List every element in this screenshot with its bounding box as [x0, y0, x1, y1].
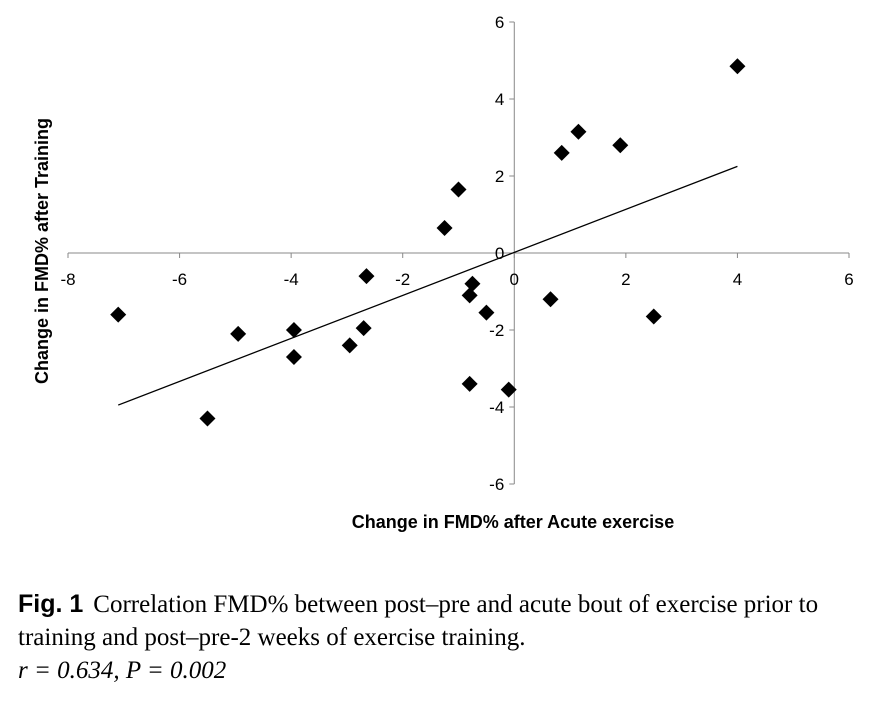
- data-point: [341, 337, 358, 354]
- caption-stats: r = 0.634, P = 0.002: [18, 657, 227, 684]
- y-axis-label: Change in FMD% after Training: [32, 118, 52, 384]
- x-tick-label: -4: [284, 270, 299, 289]
- data-point: [612, 137, 629, 154]
- data-point: [230, 325, 247, 342]
- figure-label: Fig. 1: [18, 590, 84, 618]
- data-point: [436, 219, 453, 236]
- data-point: [553, 144, 570, 161]
- x-tick-label: 4: [733, 270, 742, 289]
- data-point: [461, 287, 478, 304]
- trendline-group: [117, 165, 738, 406]
- data-point: [464, 275, 481, 292]
- y-tick-label: -4: [489, 398, 504, 417]
- x-tick-label: -6: [172, 270, 187, 289]
- data-point: [461, 375, 478, 392]
- data-point: [500, 381, 517, 398]
- x-tick-label: -2: [395, 270, 410, 289]
- data-point: [285, 348, 302, 365]
- caption-text: Correlation FMD% between post–pre and ac…: [18, 591, 819, 651]
- data-point: [478, 304, 495, 321]
- figure-caption: Fig. 1 Correlation FMD% between post–pre …: [18, 588, 868, 687]
- x-tick-label: 6: [844, 270, 853, 289]
- data-point: [110, 306, 127, 323]
- axes: [67, 21, 850, 485]
- x-tick-label: -8: [60, 270, 75, 289]
- tick-labels: -8 -6 -4 -2 0 2 4 6 -6 -4 -2 0 2 4 6: [60, 13, 853, 494]
- data-point: [450, 181, 467, 198]
- data-point: [355, 320, 372, 337]
- x-axis-label: Change in FMD% after Acute exercise: [352, 512, 674, 532]
- data-point: [645, 308, 662, 325]
- scatter-chart: -8 -6 -4 -2 0 2 4 6 -6 -4 -2 0 2 4 6 Change in FMD% af…: [32, 13, 854, 532]
- y-tick-label: 2: [495, 167, 504, 186]
- y-tick-label: 6: [495, 13, 504, 32]
- x-tick-label: 2: [621, 270, 630, 289]
- data-point: [199, 410, 216, 427]
- data-points: [110, 58, 746, 427]
- data-point: [285, 322, 302, 338]
- y-tick-label: 4: [495, 90, 504, 109]
- data-point: [542, 291, 559, 308]
- data-point: [570, 123, 587, 140]
- y-tick-label: -6: [489, 475, 504, 494]
- data-point: [358, 268, 375, 285]
- trendline: [117, 165, 738, 406]
- x-tick-label: 0: [510, 270, 519, 289]
- y-tick-label: 0: [495, 244, 504, 263]
- y-tick-label: -2: [489, 321, 504, 340]
- data-point: [729, 58, 746, 75]
